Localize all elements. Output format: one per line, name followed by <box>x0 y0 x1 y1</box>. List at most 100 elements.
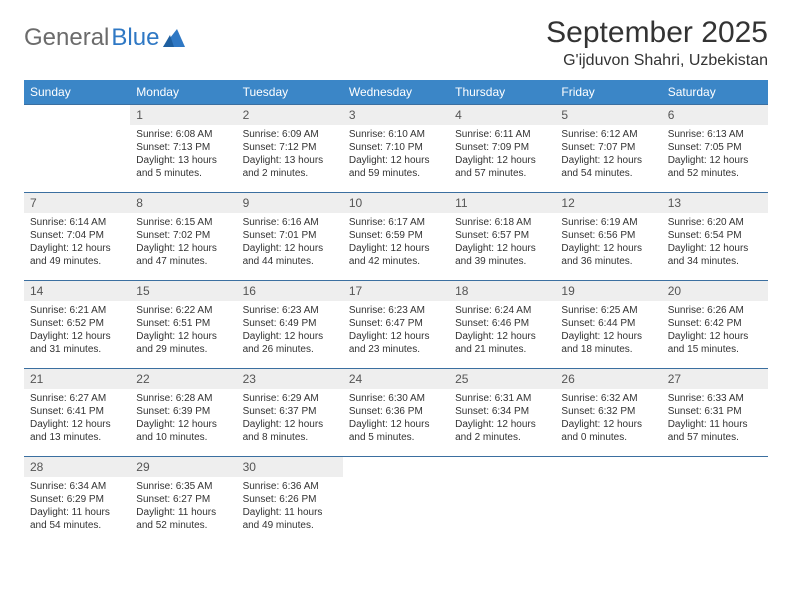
daylight-line: Daylight: 12 hours and 0 minutes. <box>561 418 655 444</box>
daylight-line: Daylight: 12 hours and 52 minutes. <box>668 154 762 180</box>
daylight-line: Daylight: 12 hours and 59 minutes. <box>349 154 443 180</box>
sunrise-line: Sunrise: 6:33 AM <box>668 392 762 405</box>
calendar-cell: 28Sunrise: 6:34 AMSunset: 6:29 PMDayligh… <box>24 457 130 545</box>
month-title: September 2025 <box>546 16 768 50</box>
day-number: 3 <box>343 105 449 125</box>
calendar-cell: 5Sunrise: 6:12 AMSunset: 7:07 PMDaylight… <box>555 105 661 193</box>
calendar-cell: 18Sunrise: 6:24 AMSunset: 6:46 PMDayligh… <box>449 281 555 369</box>
sunrise-line: Sunrise: 6:14 AM <box>30 216 124 229</box>
calendar-cell <box>662 457 768 545</box>
sunset-line: Sunset: 6:36 PM <box>349 405 443 418</box>
calendar-cell: 11Sunrise: 6:18 AMSunset: 6:57 PMDayligh… <box>449 193 555 281</box>
sunrise-line: Sunrise: 6:23 AM <box>349 304 443 317</box>
calendar-cell: 7Sunrise: 6:14 AMSunset: 7:04 PMDaylight… <box>24 193 130 281</box>
daylight-line: Daylight: 12 hours and 29 minutes. <box>136 330 230 356</box>
daylight-line: Daylight: 11 hours and 49 minutes. <box>243 506 337 532</box>
daylight-line: Daylight: 12 hours and 21 minutes. <box>455 330 549 356</box>
day-number: 15 <box>130 281 236 301</box>
sunset-line: Sunset: 6:54 PM <box>668 229 762 242</box>
calendar-cell: 19Sunrise: 6:25 AMSunset: 6:44 PMDayligh… <box>555 281 661 369</box>
calendar-cell <box>449 457 555 545</box>
day-header: Thursday <box>449 80 555 105</box>
day-number: 13 <box>662 193 768 213</box>
sunrise-line: Sunrise: 6:21 AM <box>30 304 124 317</box>
daylight-line: Daylight: 11 hours and 52 minutes. <box>136 506 230 532</box>
sunset-line: Sunset: 7:02 PM <box>136 229 230 242</box>
sunrise-line: Sunrise: 6:27 AM <box>30 392 124 405</box>
day-header: Friday <box>555 80 661 105</box>
sunset-line: Sunset: 6:49 PM <box>243 317 337 330</box>
day-number: 26 <box>555 369 661 389</box>
day-number: 24 <box>343 369 449 389</box>
sunset-line: Sunset: 6:56 PM <box>561 229 655 242</box>
sunrise-line: Sunrise: 6:12 AM <box>561 128 655 141</box>
calendar-cell: 15Sunrise: 6:22 AMSunset: 6:51 PMDayligh… <box>130 281 236 369</box>
sunrise-line: Sunrise: 6:35 AM <box>136 480 230 493</box>
day-number: 21 <box>24 369 130 389</box>
daylight-line: Daylight: 12 hours and 36 minutes. <box>561 242 655 268</box>
day-number: 28 <box>24 457 130 477</box>
calendar-cell: 22Sunrise: 6:28 AMSunset: 6:39 PMDayligh… <box>130 369 236 457</box>
day-body: Sunrise: 6:33 AMSunset: 6:31 PMDaylight:… <box>662 389 768 448</box>
sunrise-line: Sunrise: 6:26 AM <box>668 304 762 317</box>
calendar-cell: 24Sunrise: 6:30 AMSunset: 6:36 PMDayligh… <box>343 369 449 457</box>
calendar-cell: 14 Sunrise: 6:21 AMSunset: 6:52 PMDayligh… <box>24 281 130 369</box>
day-body: Sunrise: 6:14 AMSunset: 7:04 PMDaylight:… <box>24 213 130 272</box>
sunrise-line: Sunrise: 6:36 AM <box>243 480 337 493</box>
calendar-cell: 16Sunrise: 6:23 AMSunset: 6:49 PMDayligh… <box>237 281 343 369</box>
calendar-cell: 12Sunrise: 6:19 AMSunset: 6:56 PMDayligh… <box>555 193 661 281</box>
daylight-line: Daylight: 12 hours and 31 minutes. <box>30 330 124 356</box>
day-body: Sunrise: 6:13 AMSunset: 7:05 PMDaylight:… <box>662 125 768 184</box>
day-header: Saturday <box>662 80 768 105</box>
sunrise-line: Sunrise: 6:15 AM <box>136 216 230 229</box>
day-number: 6 <box>662 105 768 125</box>
sunset-line: Sunset: 6:44 PM <box>561 317 655 330</box>
day-body: Sunrise: 6:24 AMSunset: 6:46 PMDaylight:… <box>449 301 555 360</box>
brand-logo: GeneralBlue <box>24 16 185 52</box>
day-body: Sunrise: 6:19 AMSunset: 6:56 PMDaylight:… <box>555 213 661 272</box>
sunrise-line: Sunrise: 6:22 AM <box>136 304 230 317</box>
sunset-line: Sunset: 6:41 PM <box>30 405 124 418</box>
brand-part1: General <box>24 24 109 52</box>
sunrise-line: Sunrise: 6:10 AM <box>349 128 443 141</box>
calendar-cell: 2Sunrise: 6:09 AMSunset: 7:12 PMDaylight… <box>237 105 343 193</box>
day-number: 14 <box>24 281 130 301</box>
sunset-line: Sunset: 6:52 PM <box>30 317 124 330</box>
sunrise-line: Sunrise: 6:34 AM <box>30 480 124 493</box>
day-number: 22 <box>130 369 236 389</box>
calendar-cell: 13Sunrise: 6:20 AMSunset: 6:54 PMDayligh… <box>662 193 768 281</box>
day-body: Sunrise: 6:30 AMSunset: 6:36 PMDaylight:… <box>343 389 449 448</box>
day-body: Sunrise: 6:17 AMSunset: 6:59 PMDaylight:… <box>343 213 449 272</box>
day-body: Sunrise: 6:36 AMSunset: 6:26 PMDaylight:… <box>237 477 343 536</box>
day-number: 30 <box>237 457 343 477</box>
day-number: 12 <box>555 193 661 213</box>
sunrise-line: Sunrise: 6:28 AM <box>136 392 230 405</box>
calendar-cell: 25Sunrise: 6:31 AMSunset: 6:34 PMDayligh… <box>449 369 555 457</box>
daylight-line: Daylight: 12 hours and 2 minutes. <box>455 418 549 444</box>
sunrise-line: Sunrise: 6:32 AM <box>561 392 655 405</box>
sunrise-line: Sunrise: 6:24 AM <box>455 304 549 317</box>
calendar-cell: 20Sunrise: 6:26 AMSunset: 6:42 PMDayligh… <box>662 281 768 369</box>
day-number: 17 <box>343 281 449 301</box>
day-number: 23 <box>237 369 343 389</box>
calendar-cell: 6Sunrise: 6:13 AMSunset: 7:05 PMDaylight… <box>662 105 768 193</box>
day-body: Sunrise: 6:32 AMSunset: 6:32 PMDaylight:… <box>555 389 661 448</box>
sunset-line: Sunset: 6:37 PM <box>243 405 337 418</box>
sunset-line: Sunset: 6:57 PM <box>455 229 549 242</box>
sunset-line: Sunset: 7:01 PM <box>243 229 337 242</box>
sunrise-line: Sunrise: 6:23 AM <box>243 304 337 317</box>
sail-icon <box>163 29 185 47</box>
calendar-cell: 23Sunrise: 6:29 AMSunset: 6:37 PMDayligh… <box>237 369 343 457</box>
daylight-line: Daylight: 12 hours and 13 minutes. <box>30 418 124 444</box>
day-body: Sunrise: 6:20 AMSunset: 6:54 PMDaylight:… <box>662 213 768 272</box>
day-body: Sunrise: 6:27 AMSunset: 6:41 PMDaylight:… <box>24 389 130 448</box>
day-body: Sunrise: 6:31 AMSunset: 6:34 PMDaylight:… <box>449 389 555 448</box>
day-number: 11 <box>449 193 555 213</box>
day-number: 19 <box>555 281 661 301</box>
sunset-line: Sunset: 6:29 PM <box>30 493 124 506</box>
day-number: 27 <box>662 369 768 389</box>
day-number: 7 <box>24 193 130 213</box>
daylight-line: Daylight: 12 hours and 8 minutes. <box>243 418 337 444</box>
calendar-cell: 29Sunrise: 6:35 AMSunset: 6:27 PMDayligh… <box>130 457 236 545</box>
sunset-line: Sunset: 6:26 PM <box>243 493 337 506</box>
